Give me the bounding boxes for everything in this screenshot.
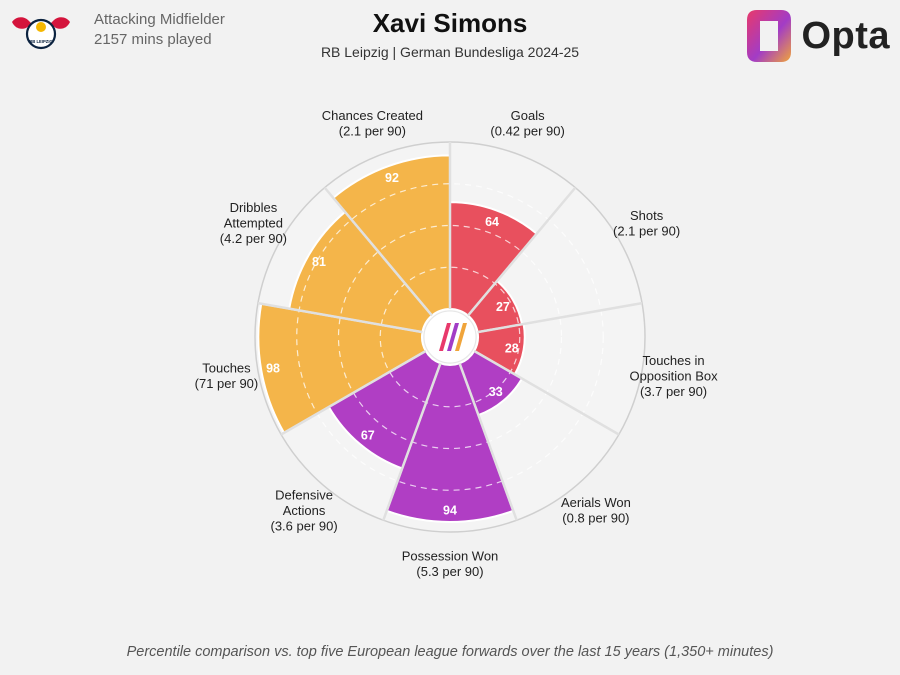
bar-chances-created: [331, 154, 451, 317]
value-label: 28: [505, 341, 519, 355]
opta-logo: Opta: [743, 6, 890, 66]
spoke: [382, 362, 442, 521]
header-left: RB LEIPZIG Attacking Midfielder 2157 min…: [10, 8, 225, 56]
value-label: 98: [266, 362, 280, 376]
spoke: [458, 362, 518, 521]
value-label: 64: [485, 215, 499, 229]
grid-ring-50: [337, 224, 563, 450]
value-label: 67: [361, 428, 375, 442]
category-label: Chances Created (2.1 per 90): [322, 108, 423, 139]
minutes-played: 2157 mins played: [94, 31, 212, 48]
bar-aerials-won: [458, 349, 524, 417]
polar-chart-svg: 64 27 28 33 94 67 98 81 92 Goals (0.42 per 90) Shot…: [195, 108, 718, 579]
title-block: Xavi Simons RB Leipzig | German Bundesli…: [0, 6, 900, 60]
page-subtitle: RB Leipzig | German Bundesliga 2024-25: [320, 44, 580, 60]
category-label: Touches (71 per 90): [195, 361, 259, 392]
bar-touches: [257, 302, 428, 435]
footer-note: Percentile comparison vs. top five Europ…: [126, 644, 774, 660]
value-label: 81: [312, 255, 326, 269]
category-label: Defensive Actions (3.6 per 90): [270, 487, 337, 533]
value-label: 27: [496, 300, 510, 314]
bar-touches-in-opposition-box: [472, 322, 526, 376]
category-label: Possession Won (5.3 per 90): [402, 548, 499, 579]
bar-shots: [466, 279, 524, 334]
opta-mark-icon: [747, 10, 792, 62]
player-position: Attacking Midfielder: [94, 11, 225, 28]
category-label: Goals (0.42 per 90): [490, 108, 564, 139]
opta-wordmark: Opta: [801, 14, 890, 57]
value-label: 94: [443, 503, 457, 517]
spoke: [467, 186, 577, 317]
value-label: 33: [489, 385, 503, 399]
grid-ring-25: [379, 266, 521, 408]
spoke: [280, 349, 427, 436]
bar-possession-won: [385, 362, 515, 523]
center-hub: [423, 310, 477, 364]
value-label: 92: [385, 171, 399, 185]
center-opta-icon: [439, 323, 467, 351]
polar-chart: 64 27 28 33 94 67 98 81 92 Goals (0.42 per 90) Shot…: [195, 108, 718, 579]
spoke: [477, 301, 643, 334]
spoke: [257, 301, 423, 334]
bar-goals: [449, 201, 539, 317]
page-title: Xavi Simons: [372, 8, 528, 38]
spoke: [473, 349, 620, 436]
grid-ring-75: [296, 183, 604, 491]
club-logo: RB LEIPZIG: [12, 17, 70, 50]
category-label: Aerials Won (0.8 per 90): [561, 495, 631, 526]
category-label: Touches in Opposition Box (3.7 per 90): [629, 353, 718, 399]
bar-dribbles-attempted: [288, 210, 434, 334]
spoke: [323, 186, 433, 317]
category-label: Shots (2.1 per 90): [613, 208, 680, 239]
club-logo-text: RB LEIPZIG: [29, 39, 53, 44]
player-meta: Attacking Midfielder 2157 mins played: [94, 10, 225, 50]
category-label: Dribbles Attempted (4.2 per 90): [220, 200, 287, 246]
